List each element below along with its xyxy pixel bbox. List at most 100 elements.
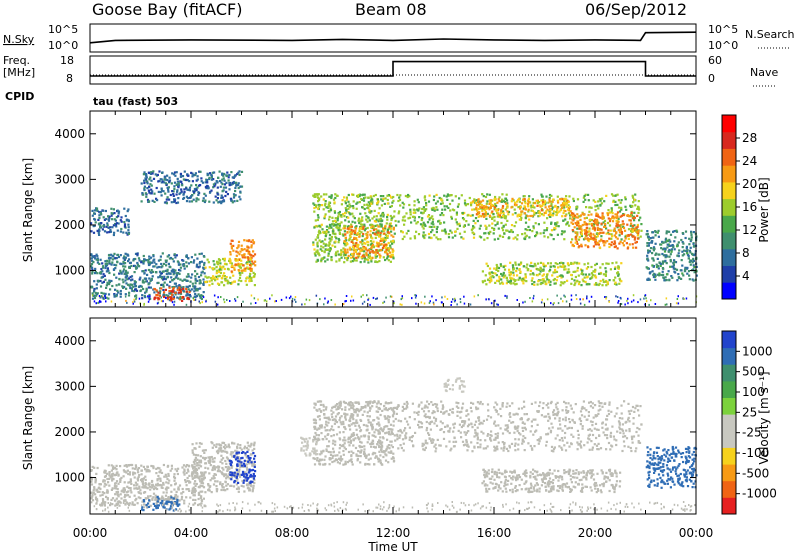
power-marks-cell-2 [106,222,109,225]
power-marks-cell-0 [192,285,195,288]
power-marks-cell-4 [247,250,250,253]
power-marks-cell-10 [631,230,634,233]
power-marks-cell-4 [234,258,237,261]
power-marks-cell-11 [581,278,584,281]
power-marks-cell-0 [185,261,188,264]
power-marks-cell-3 [206,276,209,279]
power-marks-cell-1 [171,290,174,293]
power-marks-cell-9 [559,198,562,201]
power-marks-cell-10 [584,232,587,235]
power-marks-cell-6 [312,243,315,246]
power-marks-cell-0 [152,270,155,273]
power-marks-cell-3 [250,277,253,280]
power-marks-cell-3 [238,276,242,279]
power-marks-cell-0 [114,288,117,291]
power-marks-cell-5 [164,178,167,181]
power-marks-cell-5 [168,180,171,183]
power-marks-cell-11 [567,262,570,265]
vel-marks-cell-0 [139,492,142,495]
power-marks-cell-8 [445,205,448,208]
vel-marks-cell-0 [125,464,128,467]
power-marks-cell-8 [597,207,600,210]
power-marks-cell-8 [562,231,565,234]
power-marks-cell-10 [630,222,633,225]
power-marks-cell-0 [182,289,185,292]
power-marks-cell-11 [531,282,534,286]
power-marks-cell-8 [454,234,457,237]
power-marks-cell-5 [221,183,224,186]
power-marks-cell-8 [633,198,636,201]
power-marks-cell-7 [344,236,347,239]
power-marks-cell-5 [177,197,180,200]
vel-marks-cell-0 [175,469,179,473]
power-marks-cell-11 [601,284,604,287]
power-marks-cell-0 [102,292,105,295]
power-marks-cell-8 [576,198,580,201]
power-marks-cell-8 [506,229,509,232]
power-marks-cell-8 [543,229,546,232]
power-marks-cell-10 [592,245,595,248]
power-marks-cell-7 [362,232,365,236]
power-marks-ground-cell [132,302,134,305]
power-marks-cell-5 [212,178,215,181]
power-marks-cell-12 [647,277,650,280]
vel-marks-cell-0 [185,488,188,491]
power-marks-cell-0 [133,282,136,286]
power-marks-cell-6 [331,216,334,219]
power-marks-cell-8 [633,224,636,227]
power-marks-cell-8 [424,234,427,237]
power-marks-cell-10 [614,213,617,216]
power-marks-cell-6 [343,196,346,199]
power-marks-cell-3 [211,282,214,285]
power-marks-cell-0 [173,278,176,281]
power-marks-cell-8 [548,193,552,197]
power-marks-cell-10 [599,216,602,219]
vel-marks-cell-0 [95,498,99,501]
power-marks-cell-8 [523,232,527,235]
power-marks-cell-10 [571,243,574,246]
power-marks-cell-5 [146,182,149,185]
power-marks-ground-cell [250,294,253,297]
power-marks-cell-10 [629,215,632,218]
power-marks-cell-0 [96,272,99,275]
power-marks-ground-cell [432,301,435,304]
power-marks-cell-8 [585,216,588,219]
vel-marks-cell-0 [192,494,195,497]
power-marks-cell-7 [372,228,375,232]
power-marks-cell-6 [375,215,378,218]
power-marks-cell-5 [218,179,221,183]
power-marks-cell-12 [693,271,696,274]
power-marks-cell-7 [390,234,393,237]
power-marks-cell-8 [627,228,631,231]
power-marks-cell-4 [232,249,235,252]
vel-marks-cell-0 [194,498,197,502]
power-marks-cell-11 [546,273,549,276]
power-marks-cell-8 [633,211,636,214]
vel-marks-cell-0 [133,476,136,479]
power-marks-ground-cell [473,295,476,298]
power-marks-cell-0 [179,263,182,266]
power-marks-cell-6 [339,228,342,231]
power-marks-cell-6 [389,214,392,218]
power-marks-cell-5 [228,184,231,187]
power-marks-cell-6 [352,254,355,257]
power-marks-cell-6 [314,219,317,222]
power-marks-cell-9 [568,207,571,210]
power-marks-cell-8 [486,200,489,203]
power-marks-cell-4 [254,264,257,267]
power-marks-ground-cell [360,295,362,298]
power-marks-cell-9 [565,202,568,205]
power-marks-cell-7 [385,245,388,248]
power-marks-cell-9 [556,206,559,209]
power-marks-cell-11 [549,283,552,286]
power-marks-cell-8 [456,223,459,226]
power-marks-cell-11 [495,263,498,267]
power-marks-cell-6 [355,207,358,210]
power-marks-ground-cell [529,297,531,299]
power-marks-cell-7 [349,235,352,238]
power-marks-cell-4 [239,250,242,253]
power-marks-cell-8 [553,228,556,231]
power-marks-cell-10 [590,224,594,227]
power-marks-cell-6 [349,260,352,263]
vel-marks-cell-1 [210,455,213,459]
